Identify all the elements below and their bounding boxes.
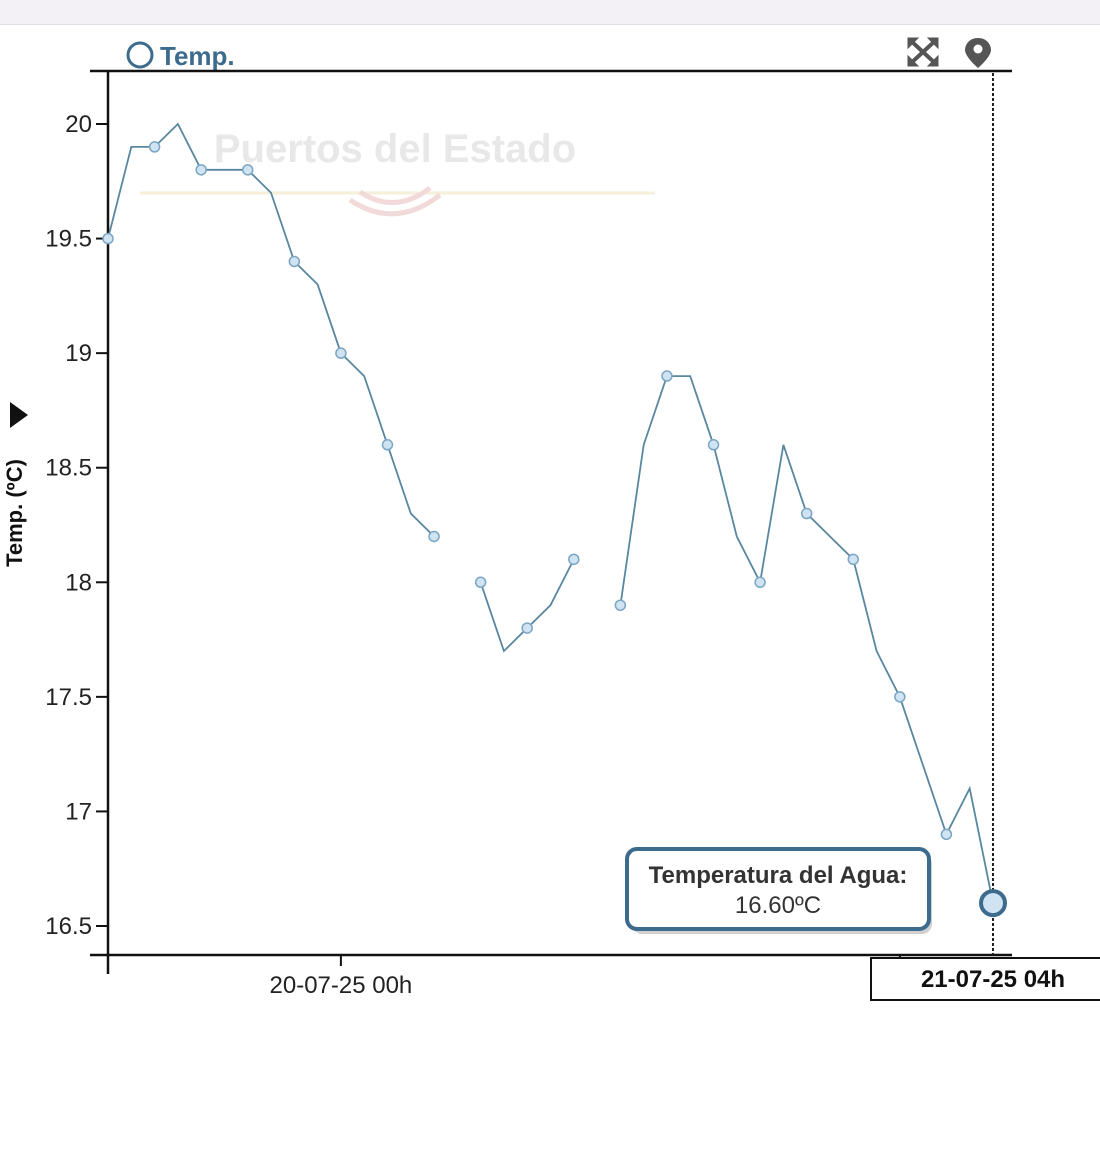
y-tick-label: 17.5 — [45, 684, 92, 711]
axis-expand-arrow-icon[interactable] — [10, 402, 28, 428]
series-line-segment — [107, 122, 435, 538]
watermark-logo — [348, 185, 442, 217]
data-point[interactable] — [428, 530, 440, 543]
tooltip-title: Temperatura del Agua: — [649, 862, 908, 889]
y-tick-label: 16.5 — [45, 913, 92, 940]
data-point[interactable] — [568, 553, 580, 566]
data-point[interactable] — [940, 828, 953, 841]
data-point[interactable] — [521, 622, 533, 634]
data-point[interactable] — [241, 164, 254, 176]
x-axis-ticks: 20-07-25 00h21-0 — [106, 955, 924, 999]
data-point[interactable] — [661, 370, 673, 382]
browser-top-bar — [0, 0, 1100, 25]
series-markers — [102, 141, 953, 841]
y-tick-label: 20 — [65, 111, 92, 138]
data-point[interactable] — [381, 439, 394, 451]
cursor-x-label: 21-07-25 04h — [921, 966, 1065, 993]
y-axis-label: Temp. (ºC) — [2, 459, 27, 567]
cursor-x-label-box — [870, 957, 1100, 1001]
data-point[interactable] — [614, 599, 627, 611]
data-point[interactable] — [288, 255, 301, 268]
watermark-text: Puertos del Estado — [214, 127, 576, 171]
tooltip-value: 16.60ºC — [735, 892, 821, 919]
y-tick-label: 19 — [65, 340, 92, 367]
y-tick-label: 18.5 — [45, 455, 92, 482]
data-point[interactable] — [894, 691, 906, 703]
data-point[interactable] — [195, 164, 207, 176]
data-point[interactable] — [754, 576, 766, 589]
data-point[interactable] — [335, 347, 347, 359]
legend-label[interactable]: Temp. — [160, 41, 235, 71]
data-point[interactable] — [474, 576, 487, 589]
data-point[interactable] — [707, 439, 720, 451]
x-tick-label: 20-07-25 00h — [270, 972, 413, 999]
y-tick-label: 18 — [65, 569, 92, 596]
data-point[interactable] — [102, 232, 114, 245]
legend-marker-icon[interactable] — [126, 41, 154, 69]
data-point[interactable] — [800, 507, 813, 520]
expand-arrows-icon[interactable] — [906, 36, 940, 68]
y-tick-label: 19.5 — [45, 226, 92, 253]
series-line-segment — [479, 558, 575, 653]
data-point[interactable] — [148, 141, 161, 153]
tooltip: Temperatura del Agua: 16.60ºC — [625, 847, 932, 934]
data-point[interactable] — [847, 553, 860, 566]
y-axis-ticks: 20 19.5 19 18.5 18 17.5 17 16.5 — [45, 111, 108, 940]
active-point[interactable] — [979, 889, 1007, 918]
series-temp — [107, 122, 994, 904]
y-tick-label: 17 — [65, 798, 92, 825]
map-pin-icon[interactable] — [965, 38, 991, 68]
series-line-segment — [619, 375, 994, 904]
